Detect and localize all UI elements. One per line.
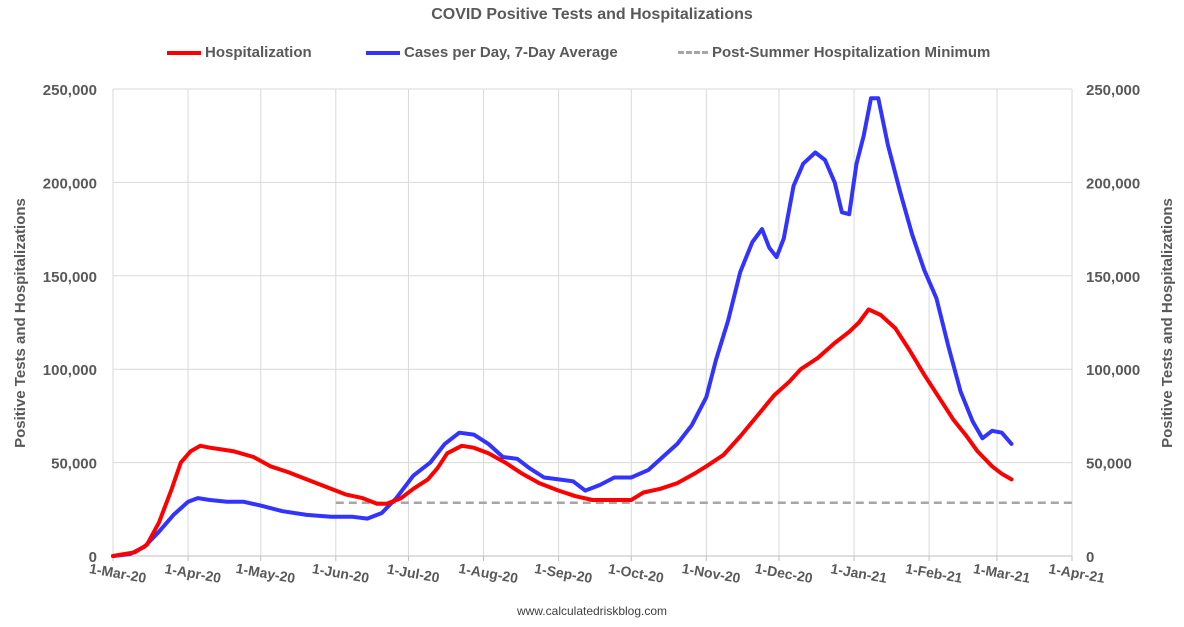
- legend-item-cases: Cases per Day, 7-Day Average: [366, 44, 618, 61]
- x-tick-label: 1-Aug-20: [458, 560, 520, 586]
- series-line-cases: [111, 96, 1014, 558]
- series-line-hospitalization: [111, 307, 1014, 558]
- x-tick-label: 1-Apr-20: [164, 560, 223, 586]
- source-footer: www.calculatedriskblog.com: [516, 604, 668, 618]
- series-layer: [111, 96, 1072, 558]
- x-tick-label: 1-Dec-20: [754, 560, 814, 586]
- legend-item-hospitalization: Hospitalization: [167, 44, 312, 61]
- y-tick-label-right: 100,000: [1086, 362, 1140, 379]
- x-tick-label: 1-Jan-21: [830, 560, 889, 586]
- legend-swatch-hospitalization: [167, 50, 201, 55]
- y-tick-label-right: 50,000: [1086, 456, 1132, 473]
- y-tick-label-right: 250,000: [1086, 82, 1140, 99]
- y-tick-label-right: 0: [1086, 549, 1094, 566]
- y-tick-label-left: 150,000: [43, 269, 97, 286]
- y-axis-label-right: Positive Tests and Hospitalizations: [1159, 198, 1176, 448]
- x-tick-label: 1-Oct-20: [607, 560, 665, 586]
- chart-title: COVID Positive Tests and Hospitalization…: [431, 6, 753, 23]
- x-tick-label: 1-Apr-21: [1048, 560, 1107, 586]
- legend-label-hospitalization: Hospitalization: [205, 44, 312, 61]
- grid-layer: [112, 88, 1073, 557]
- x-tick-label: 1-Jun-20: [311, 560, 371, 586]
- y-tick-label-left: 50,000: [51, 456, 97, 473]
- y-tick-label-right: 200,000: [1086, 175, 1140, 192]
- y-tick-label-right: 150,000: [1086, 269, 1140, 286]
- x-tick-label: 1-May-20: [235, 560, 297, 586]
- legend-swatch-minimum: [678, 51, 708, 54]
- x-tick-label: 1-Jul-20: [386, 561, 441, 586]
- x-tick-label: 1-Mar-21: [972, 560, 1032, 586]
- x-tick-label: 1-Sep-20: [533, 560, 593, 586]
- x-tick-label: 1-Mar-20: [88, 560, 148, 586]
- y-axis-label-left: Positive Tests and Hospitalizations: [12, 198, 29, 448]
- y-tick-label-left: 0: [89, 549, 97, 566]
- legend-label-cases: Cases per Day, 7-Day Average: [404, 44, 618, 61]
- axis-layer: 0 0 50,000 50,000 100,000 100,000 150,000 150,0…: [43, 82, 1140, 586]
- y-tick-label-left: 100,000: [43, 362, 97, 379]
- x-tick-label: 1-Feb-21: [904, 560, 964, 586]
- legend-swatch-cases: [366, 50, 400, 55]
- y-tick-label-left: 200,000: [43, 175, 97, 192]
- legend-item-minimum: Post-Summer Hospitalization Minimum: [678, 44, 990, 61]
- x-tick-label: 1-Nov-20: [681, 560, 742, 586]
- y-tick-label-left: 250,000: [43, 82, 97, 99]
- chart-legend: Hospitalization Cases per Day, 7-Day Ave…: [0, 44, 1184, 66]
- legend-label-minimum: Post-Summer Hospitalization Minimum: [712, 44, 991, 61]
